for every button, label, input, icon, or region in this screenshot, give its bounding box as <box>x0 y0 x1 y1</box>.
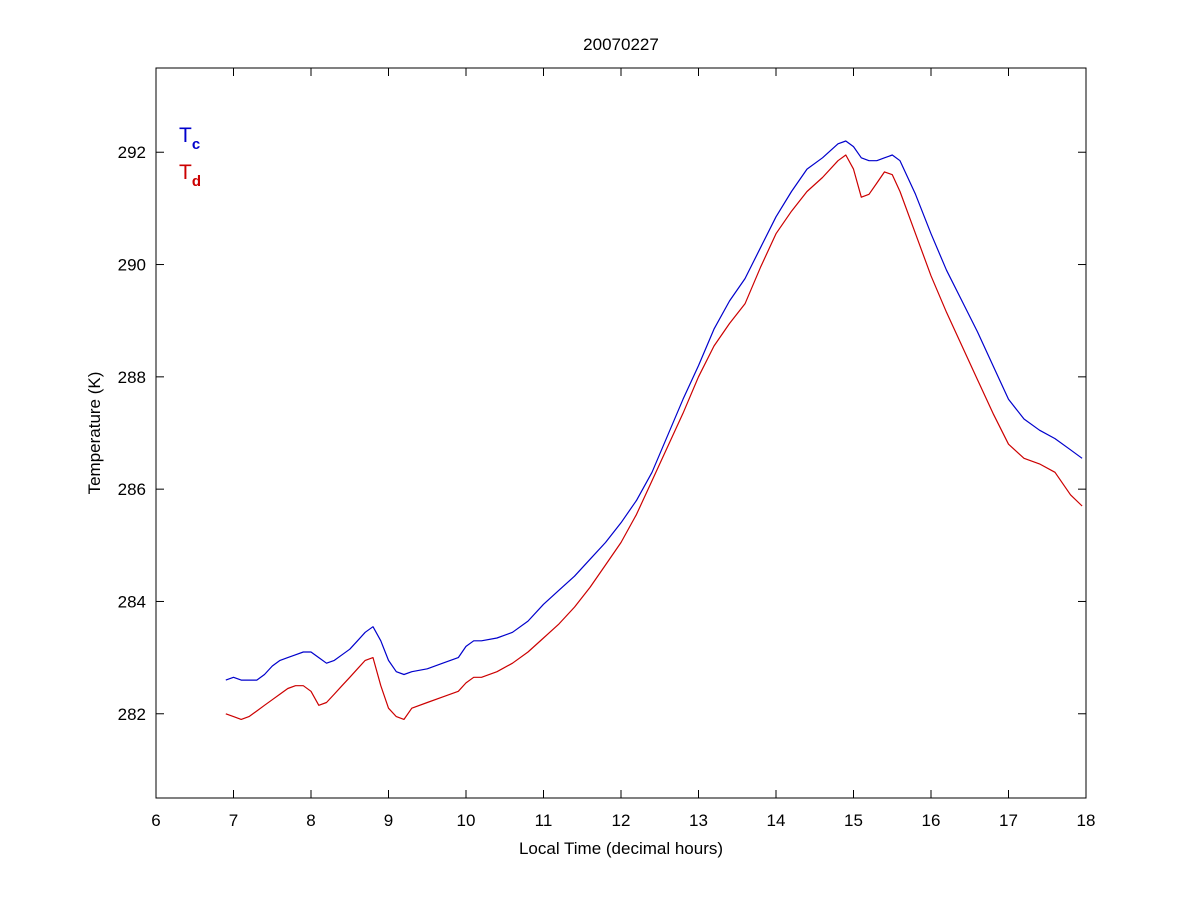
y-tick-label: 286 <box>118 480 146 499</box>
x-tick-label: 15 <box>844 811 863 830</box>
y-tick-label: 282 <box>118 705 146 724</box>
y-tick-label: 284 <box>118 592 146 611</box>
x-tick-label: 18 <box>1077 811 1096 830</box>
x-tick-label: 11 <box>535 811 553 830</box>
x-tick-label: 7 <box>229 811 238 830</box>
x-tick-label: 6 <box>151 811 160 830</box>
x-tick-label: 13 <box>689 811 708 830</box>
x-tick-label: 8 <box>306 811 315 830</box>
legend-tc-label: T <box>179 124 192 147</box>
x-tick-label: 16 <box>922 811 941 830</box>
legend-td-label: T <box>179 161 192 184</box>
x-tick-label: 10 <box>457 811 476 830</box>
x-axis-title: Local Time (decimal hours) <box>519 839 723 858</box>
chart-title: 20070227 <box>583 35 659 54</box>
x-tick-label: 17 <box>999 811 1018 830</box>
x-tick-label: 12 <box>612 811 631 830</box>
legend-td-subscript: d <box>192 173 201 190</box>
legend-tc-subscript: c <box>192 136 200 153</box>
y-tick-label: 292 <box>118 143 146 162</box>
x-tick-label: 9 <box>384 811 393 830</box>
y-axis-title: Temperature (K) <box>85 372 104 495</box>
plot-area-frame <box>156 68 1086 798</box>
y-tick-label: 288 <box>118 368 146 387</box>
x-tick-label: 14 <box>767 811 786 830</box>
y-tick-label: 290 <box>118 256 146 275</box>
